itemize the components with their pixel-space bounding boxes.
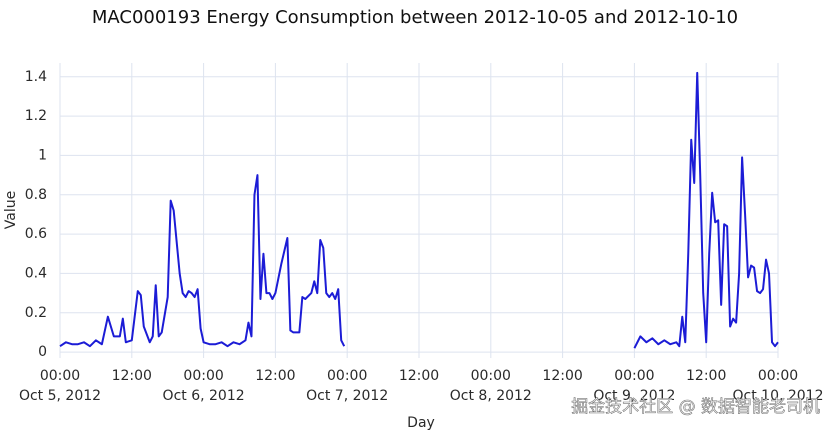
y-tick-label: 1.4 — [25, 69, 47, 85]
x-tick-date: Oct 6, 2012 — [163, 388, 245, 404]
x-tick-label: 12:00 — [255, 368, 295, 384]
y-tick-label: 0.4 — [25, 265, 47, 281]
x-tick-label: 00:00 — [183, 368, 223, 384]
data-line — [59, 71, 779, 349]
y-tick-label: 1 — [38, 147, 47, 163]
y-tick-label: 0.8 — [25, 187, 47, 203]
x-axis-title: Day — [407, 415, 435, 431]
x-tick-label: 00:00 — [758, 368, 798, 384]
x-tick-label: 00:00 — [614, 368, 654, 384]
x-tick-date: Oct 10, 2012 — [733, 388, 824, 404]
x-tick-label: 12:00 — [686, 368, 726, 384]
x-tick-date: Oct 9, 2012 — [593, 388, 675, 404]
x-tick-date: Oct 8, 2012 — [450, 388, 532, 404]
x-tick-label: 12:00 — [399, 368, 439, 384]
x-tick-label: 12:00 — [542, 368, 582, 384]
y-tick-label: 0.6 — [25, 226, 47, 242]
y-tick-label: 0.2 — [25, 305, 47, 321]
y-axis-title: Value — [3, 191, 19, 229]
x-tick-date: Oct 7, 2012 — [306, 388, 388, 404]
x-tick-label: 00:00 — [327, 368, 367, 384]
x-tick-label: 00:00 — [471, 368, 511, 384]
y-tick-label: 1.2 — [25, 108, 47, 124]
x-tick-label: 12:00 — [112, 368, 152, 384]
chart-title: MAC000193 Energy Consumption between 201… — [92, 7, 738, 28]
y-tick-label: 0 — [38, 344, 47, 360]
x-tick-label: 00:00 — [40, 368, 80, 384]
watermark: 掘金技术社区 @ 数据智能老司机 — [571, 397, 820, 417]
x-tick-date: Oct 5, 2012 — [19, 388, 101, 404]
